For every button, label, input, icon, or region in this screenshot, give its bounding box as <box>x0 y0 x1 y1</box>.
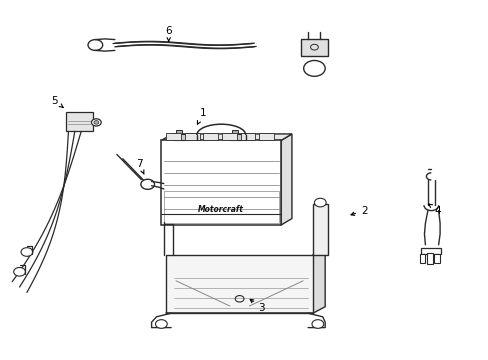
Bar <box>419 254 425 263</box>
Circle shape <box>91 119 101 126</box>
Bar <box>176 130 182 134</box>
Bar <box>420 248 440 254</box>
Bar <box>312 204 327 255</box>
Text: 2: 2 <box>350 206 367 216</box>
Circle shape <box>88 40 102 50</box>
Bar <box>163 191 278 223</box>
Circle shape <box>314 198 325 207</box>
Text: 1: 1 <box>197 108 206 124</box>
Bar <box>173 134 189 140</box>
Text: Motorcraft: Motorcraft <box>198 205 244 214</box>
Circle shape <box>21 248 33 256</box>
Bar <box>184 133 199 140</box>
Circle shape <box>311 320 323 328</box>
Bar <box>426 253 432 264</box>
Bar <box>66 112 93 131</box>
Bar <box>203 133 218 140</box>
Circle shape <box>303 60 325 76</box>
Text: 4: 4 <box>428 204 440 216</box>
Bar <box>229 134 245 140</box>
Bar <box>240 133 255 140</box>
Text: 7: 7 <box>136 159 144 174</box>
Circle shape <box>141 179 154 189</box>
Bar <box>232 130 238 134</box>
Bar <box>259 133 273 140</box>
Bar <box>166 255 312 313</box>
Bar <box>166 133 181 140</box>
Bar <box>222 133 236 140</box>
Polygon shape <box>312 248 325 313</box>
Bar <box>300 39 327 56</box>
Bar <box>433 254 439 263</box>
Text: 6: 6 <box>165 26 172 41</box>
Circle shape <box>94 121 99 124</box>
Circle shape <box>155 320 167 328</box>
Polygon shape <box>161 134 291 140</box>
Polygon shape <box>281 134 291 225</box>
Circle shape <box>14 267 25 276</box>
Text: 5: 5 <box>51 96 63 108</box>
Text: 3: 3 <box>250 300 264 313</box>
Bar <box>161 140 281 225</box>
